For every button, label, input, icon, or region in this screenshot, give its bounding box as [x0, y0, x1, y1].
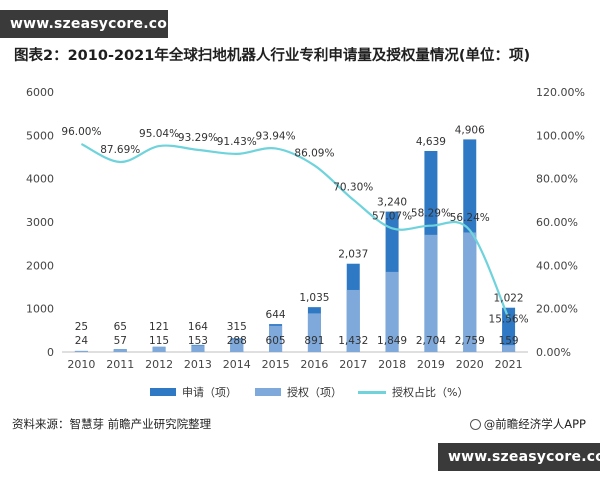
watermark-top: www.szeasycore.com — [0, 10, 182, 38]
data-label-ratio: 93.94% — [256, 130, 296, 142]
y-right-tick-label: 40.00% — [536, 259, 578, 272]
x-tick-label: 2010 — [67, 358, 95, 371]
legend-swatch-ratio — [358, 390, 386, 394]
data-label-apply: 25 — [75, 321, 88, 333]
data-label-grant: 1,432 — [338, 335, 368, 347]
x-tick-label: 2015 — [262, 358, 290, 371]
data-label-apply: 2,037 — [338, 249, 368, 261]
bar-grant — [463, 232, 477, 352]
legend-grant: 授权（项） — [255, 384, 342, 400]
data-label-grant: 605 — [266, 335, 286, 347]
legend-label-ratio: 授权占比（%） — [392, 386, 469, 399]
data-label-grant: 2,759 — [455, 335, 485, 347]
data-label-grant: 288 — [227, 335, 247, 347]
data-label-apply: 164 — [188, 321, 208, 333]
legend-label-grant: 授权（项） — [287, 386, 342, 399]
line-ratio — [80, 143, 510, 319]
data-label-apply: 121 — [149, 321, 169, 333]
data-label-grant: 57 — [114, 335, 127, 347]
x-tick-label: 2016 — [300, 358, 328, 371]
data-label-apply: 1,022 — [494, 293, 524, 305]
x-tick-label: 2018 — [378, 358, 406, 371]
data-label-ratio: 87.69% — [100, 144, 140, 156]
legend-swatch-apply — [150, 388, 176, 396]
data-label-grant: 159 — [499, 335, 519, 347]
bar-grant — [502, 345, 516, 352]
data-label-grant: 115 — [149, 335, 169, 347]
y-left-tick-label: 6000 — [26, 86, 54, 99]
data-label-apply: 315 — [227, 321, 247, 333]
watermark-bottom: www.szeasycore.com — [438, 443, 600, 471]
y-right-tick-label: 20.00% — [536, 303, 578, 316]
x-tick-label: 2019 — [417, 358, 445, 371]
source-note: 资料来源：智慧芽 前瞻产业研究院整理 — [12, 417, 212, 431]
x-tick-label: 2017 — [339, 358, 367, 371]
x-tick-label: 2020 — [456, 358, 484, 371]
data-label-grant: 24 — [75, 335, 89, 347]
data-label-ratio: 15.56% — [489, 313, 529, 325]
y-right-tick-label: 60.00% — [536, 216, 578, 229]
y-right-tick-label: 100.00% — [536, 129, 585, 142]
data-label-grant: 2,704 — [416, 335, 446, 347]
data-label-ratio: 93.29% — [178, 132, 218, 144]
bar-grant — [113, 349, 127, 352]
data-label-apply: 1,035 — [299, 292, 329, 304]
brand-logo-icon — [469, 419, 481, 430]
x-tick-label: 2021 — [495, 358, 523, 371]
data-label-grant: 153 — [188, 335, 208, 347]
data-label-apply: 4,906 — [455, 124, 485, 136]
y-right-tick-label: 0.00% — [536, 346, 571, 359]
data-label-ratio: 56.24% — [450, 212, 490, 224]
bar-grant — [346, 289, 360, 352]
data-label-ratio: 70.30% — [333, 182, 373, 194]
y-left-tick-label: 5000 — [26, 129, 54, 142]
y-left-tick-label: 1000 — [26, 303, 54, 316]
bar-grant — [230, 339, 244, 352]
data-label-apply: 4,639 — [416, 136, 446, 148]
y-right-tick-label: 120.00% — [536, 86, 585, 99]
x-tick-label: 2012 — [145, 358, 173, 371]
legend-apply: 申请（项） — [150, 384, 237, 400]
data-label-ratio: 91.43% — [217, 136, 257, 148]
bar-grant — [152, 347, 166, 352]
data-label-apply: 3,240 — [377, 197, 407, 209]
data-label-grant: 891 — [304, 335, 324, 347]
data-label-ratio: 95.04% — [139, 128, 179, 140]
y-left-tick-label: 3000 — [26, 216, 54, 229]
legend-ratio: 授权占比（%） — [358, 384, 468, 400]
bar-grant — [74, 350, 88, 352]
bar-grant — [424, 234, 438, 352]
bar-grant — [385, 271, 399, 352]
data-label-ratio: 86.09% — [294, 147, 334, 159]
data-label-grant: 1,849 — [377, 335, 407, 347]
data-label-apply: 644 — [266, 309, 286, 321]
x-tick-label: 2013 — [184, 358, 212, 371]
bar-grant — [269, 325, 283, 352]
x-tick-label: 2011 — [106, 358, 134, 371]
brand-credit: @前瞻经济学人APP — [469, 416, 586, 432]
legend-label-apply: 申请（项） — [182, 386, 237, 399]
data-label-apply: 65 — [114, 321, 127, 333]
bar-grant — [307, 313, 321, 352]
data-label-ratio: 58.29% — [411, 208, 451, 220]
y-left-tick-label: 0 — [47, 346, 54, 359]
bar-apply — [502, 307, 516, 352]
brand-text: @前瞻经济学人APP — [483, 417, 586, 431]
data-label-ratio: 96.00% — [61, 126, 101, 138]
x-tick-label: 2014 — [223, 358, 251, 371]
chart-title: 图表2：2010-2021年全球扫地机器人行业专利申请量及授权量情况(单位：项) — [14, 48, 531, 64]
y-right-tick-label: 80.00% — [536, 173, 578, 186]
legend-swatch-grant — [255, 388, 281, 396]
data-label-ratio: 57.07% — [372, 210, 412, 222]
y-left-tick-label: 4000 — [26, 173, 54, 186]
y-left-tick-label: 2000 — [26, 259, 54, 272]
bar-grant — [191, 345, 205, 352]
